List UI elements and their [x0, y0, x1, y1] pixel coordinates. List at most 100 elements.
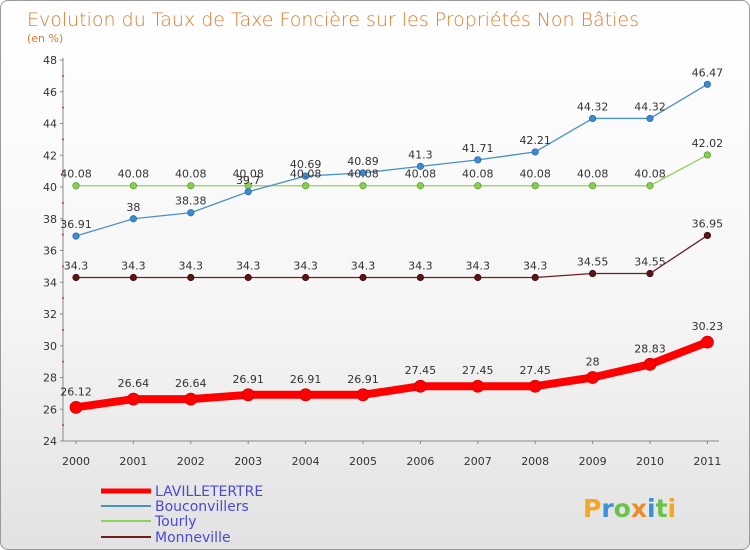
legend-item-bouconvillers: Bouconvillers [101, 499, 249, 515]
data-point [588, 114, 597, 123]
axes: 24 26 28 30 32 34 36 38 40 42 44 46 48 2000 2001 2002 20… [43, 54, 721, 468]
data-label: 40.08 [462, 168, 494, 181]
proxiti-logo: Proxiti [583, 494, 676, 523]
x-tick-label: 2010 [636, 455, 664, 468]
data-label: 40.08 [519, 168, 551, 181]
data-point [471, 379, 485, 393]
y-tick-label: 46 [43, 86, 57, 99]
data-point [129, 215, 137, 223]
data-label: 40.08 [60, 168, 92, 181]
data-label: 28 [586, 356, 600, 369]
data-point [413, 379, 427, 393]
data-label: 40.08 [577, 168, 609, 181]
data-label: 40.69 [290, 158, 322, 171]
data-label: 41.71 [462, 142, 494, 155]
y-tick-label: 42 [43, 149, 57, 162]
data-point [531, 273, 539, 282]
data-point [703, 151, 712, 159]
data-point [528, 379, 542, 393]
data-label: 34.3 [408, 259, 433, 272]
data-point [646, 114, 654, 123]
data-point [129, 273, 137, 282]
legend-label: Bouconvillers [155, 499, 249, 515]
data-point [359, 169, 367, 177]
data-label: 40.08 [290, 168, 322, 181]
data-label: 34.3 [293, 259, 318, 272]
data-label: 42.02 [692, 137, 724, 150]
y-minor-tick [62, 233, 64, 236]
data-label: 30.23 [692, 320, 724, 333]
data-label: 34.3 [236, 259, 261, 272]
logo-letter: P [583, 494, 601, 523]
data-point [184, 392, 198, 406]
data-point [72, 232, 80, 240]
data-label: 26.91 [347, 373, 379, 386]
data-point [187, 182, 195, 190]
logo-letter: o [614, 494, 631, 523]
data-label: 34.3 [351, 259, 376, 272]
data-label: 40.89 [347, 155, 379, 168]
labels-lavilletertre: 26.12 26.64 26.64 26.91 26.91 26.91 27.45 27.45… [60, 320, 723, 398]
data-point [474, 273, 482, 282]
data-label: 34.3 [179, 259, 204, 272]
data-point [701, 335, 714, 349]
y-tick-label: 30 [43, 340, 57, 353]
data-point [474, 156, 482, 164]
data-label: 40.08 [175, 168, 207, 181]
y-minor-tick [62, 328, 64, 331]
data-label: 36.91 [60, 218, 92, 231]
data-point [586, 371, 599, 384]
logo-letter: x [631, 494, 647, 523]
data-point [299, 388, 313, 402]
series-line [75, 154, 709, 187]
data-label: 38 [126, 201, 140, 214]
legend-item-monneville: Monneville [101, 530, 231, 546]
data-label: 40.08 [232, 168, 264, 181]
logo-letter: t [656, 494, 668, 523]
labels-monneville: 34.3 34.3 34.3 34.3 34.3 34.3 34.3 34.3 34.3 34.5… [64, 217, 723, 272]
y-minor-tick [62, 106, 64, 109]
x-tick-label: 2000 [62, 455, 90, 468]
data-point [474, 182, 482, 190]
y-minor-tick [62, 170, 64, 173]
data-label: 34.3 [466, 259, 491, 272]
y-minor-tick [62, 360, 64, 363]
series-monneville [72, 231, 712, 282]
data-label: 38.38 [175, 195, 207, 208]
x-tick-label: 2007 [464, 455, 492, 468]
data-label: 26.12 [60, 385, 92, 398]
data-label: 40.08 [347, 168, 379, 181]
data-label: 39.7 [236, 174, 261, 187]
data-point [359, 273, 367, 282]
series-bouconvillers [72, 80, 712, 240]
data-point [244, 188, 252, 196]
y-minor-tick [62, 201, 64, 204]
logo-letter: i [647, 494, 656, 523]
data-label: 34.55 [634, 256, 666, 269]
series-line [72, 338, 712, 412]
y-minor-tick [62, 138, 64, 141]
labels-tourly: 40.08 40.08 40.08 40.08 40.08 40.08 40.08 40.08… [60, 137, 723, 181]
data-point [301, 182, 310, 190]
data-label: 40.08 [405, 168, 437, 181]
y-tick-label: 40 [43, 181, 57, 194]
data-point [72, 182, 80, 190]
data-label: 26.64 [175, 377, 207, 390]
data-label: 44.32 [634, 100, 666, 113]
x-tick-label: 2009 [579, 455, 607, 468]
data-point [643, 357, 657, 371]
data-point [646, 269, 654, 278]
y-tick-label: 38 [43, 213, 57, 226]
data-label: 40.08 [634, 168, 666, 181]
data-point [531, 182, 539, 190]
y-minor-tick [62, 424, 64, 427]
data-label: 36.95 [692, 217, 724, 230]
data-point [69, 400, 83, 414]
data-label: 28.83 [634, 342, 666, 355]
series-layer: 40.08 40.08 40.08 40.08 40.08 40.08 40.08 40.08… [60, 66, 723, 414]
data-point [126, 392, 140, 406]
data-point [187, 209, 195, 217]
data-label: 27.45 [519, 364, 551, 377]
